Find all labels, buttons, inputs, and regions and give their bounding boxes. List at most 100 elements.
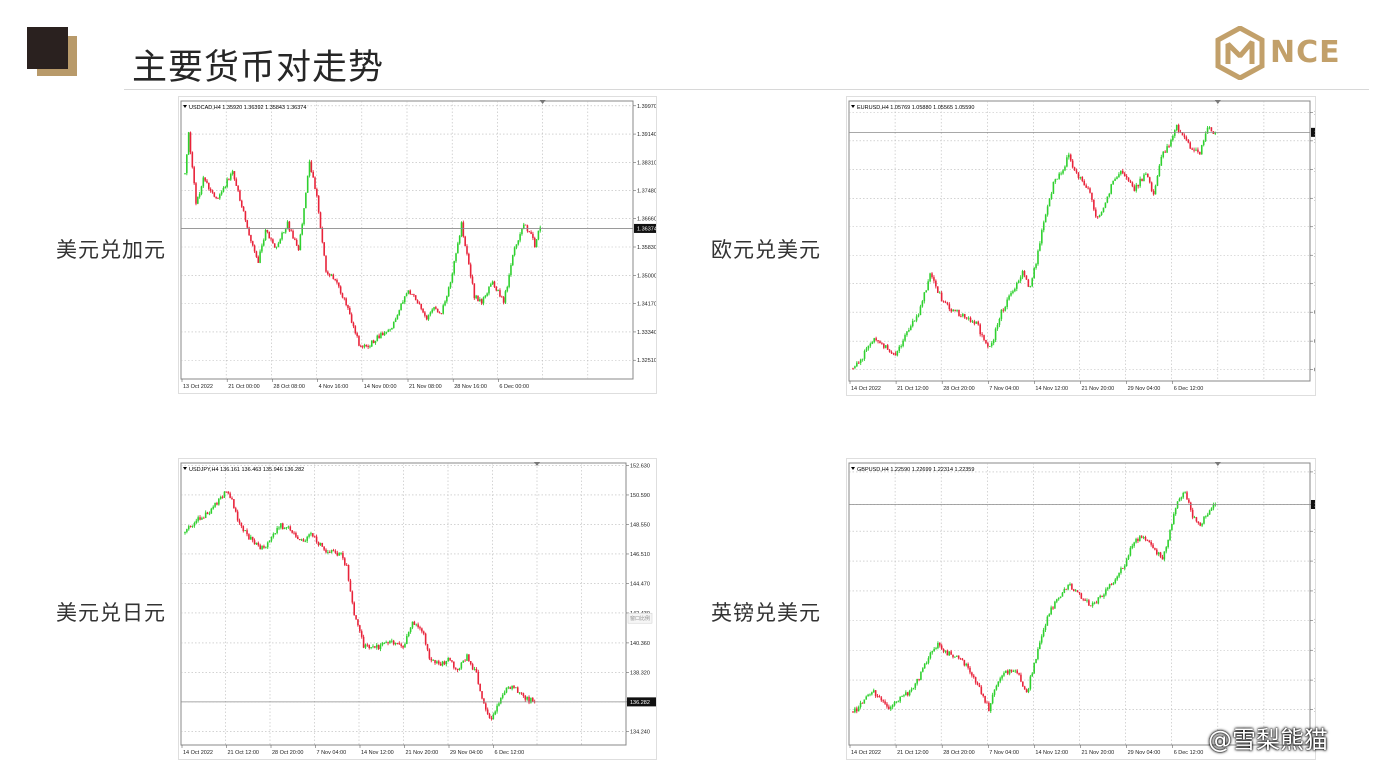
candle	[349, 578, 352, 592]
candle	[191, 525, 194, 528]
candle	[433, 306, 435, 312]
candle	[195, 181, 197, 206]
candle-body	[275, 246, 278, 248]
x-tick-label: 21 Oct 12:00	[897, 750, 929, 756]
candle-body	[297, 245, 300, 251]
candle	[208, 511, 211, 516]
candle	[236, 509, 239, 522]
candle-body	[1040, 636, 1043, 643]
candle	[1089, 605, 1092, 607]
candle-body	[897, 701, 900, 703]
candle-body	[1120, 568, 1122, 573]
header-divider	[124, 89, 1369, 90]
x-tick-label: 21 Oct 00:00	[228, 384, 260, 390]
candle-body	[236, 511, 239, 521]
candle-body	[500, 296, 503, 298]
candle-body	[327, 271, 329, 275]
candle-body	[1173, 130, 1176, 136]
candle	[1162, 151, 1165, 159]
candle-body	[893, 702, 896, 705]
candle-body	[263, 546, 265, 548]
candle-body	[265, 547, 267, 549]
candle	[939, 642, 941, 648]
candle	[1201, 522, 1203, 528]
candle	[255, 250, 258, 259]
candle-body	[509, 687, 512, 689]
candle	[999, 676, 1001, 684]
candle	[1129, 179, 1132, 183]
candle-body	[434, 660, 436, 664]
candle-body	[1029, 286, 1032, 287]
candle-body	[1008, 669, 1011, 674]
candle	[281, 231, 283, 241]
candle	[475, 294, 477, 300]
candle-body	[519, 234, 521, 241]
candle-body	[216, 503, 218, 505]
candle	[257, 255, 260, 263]
candle-body	[421, 628, 423, 632]
candle	[368, 644, 371, 650]
candle	[519, 232, 521, 243]
header-dropdown-icon	[183, 105, 187, 108]
candle	[253, 538, 256, 545]
candle-body	[1160, 156, 1163, 166]
candle-body	[873, 338, 875, 343]
candle	[1099, 594, 1101, 599]
candle-body	[1139, 536, 1141, 541]
candle	[224, 185, 227, 189]
candle	[979, 323, 981, 337]
candle	[1135, 537, 1137, 544]
candle-body	[501, 694, 504, 698]
candle	[350, 312, 353, 324]
candle	[454, 667, 457, 671]
candle	[1199, 151, 1201, 155]
candle-body	[515, 244, 518, 248]
candle-body	[1125, 175, 1128, 178]
candle-body	[266, 542, 269, 548]
candle	[1108, 583, 1111, 590]
candle-body	[1027, 688, 1030, 693]
candle	[295, 531, 297, 539]
candle	[954, 309, 956, 312]
candle	[1167, 539, 1169, 549]
candle-body	[299, 234, 302, 251]
candle-body	[306, 175, 309, 193]
candle	[867, 693, 869, 697]
candle-body	[1172, 514, 1175, 524]
candle	[507, 686, 510, 690]
candle	[233, 171, 236, 181]
candle	[265, 546, 267, 549]
candle-body	[530, 698, 532, 703]
candle-body	[377, 644, 380, 650]
candle	[1139, 176, 1141, 188]
candle-body	[1027, 279, 1030, 287]
candle-body	[1159, 552, 1162, 557]
candle-body	[1060, 173, 1062, 175]
candle	[473, 666, 476, 671]
candle-body	[195, 520, 198, 524]
candle-body	[904, 335, 906, 341]
candle	[409, 289, 412, 295]
candle	[988, 701, 990, 712]
candle	[1072, 588, 1075, 592]
candle	[1041, 228, 1043, 246]
candle-body	[215, 196, 217, 199]
candle-body	[403, 296, 406, 303]
candle	[447, 286, 450, 298]
candle-body	[1156, 549, 1158, 555]
candle-body	[857, 362, 860, 364]
candle-body	[989, 703, 992, 712]
candle-body	[1066, 157, 1068, 167]
candle-body	[184, 531, 186, 534]
candle-body	[919, 306, 922, 316]
candle-body	[257, 256, 260, 263]
candle-body	[281, 232, 283, 240]
candle	[451, 659, 453, 663]
candle	[1176, 501, 1179, 509]
candle-body	[935, 280, 937, 287]
y-tick-label: 1.35000	[637, 273, 657, 279]
candle-body	[490, 717, 493, 719]
candle	[982, 693, 985, 698]
candle	[400, 303, 402, 311]
candle-body	[237, 185, 239, 191]
